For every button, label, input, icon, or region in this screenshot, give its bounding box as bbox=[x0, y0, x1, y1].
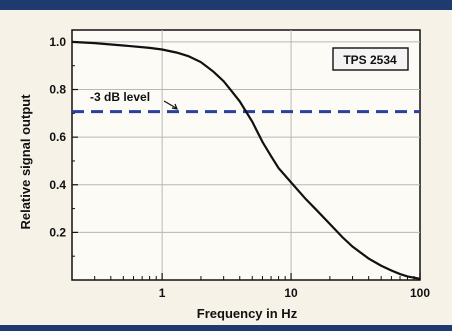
legend-label: TPS 2534 bbox=[343, 53, 397, 67]
y-tick-label: 0.4 bbox=[49, 178, 66, 192]
y-tick-label: 0.2 bbox=[49, 225, 66, 239]
grid bbox=[72, 30, 420, 280]
y-axis-label: Relative signal output bbox=[18, 94, 33, 230]
x-axis-ticks: 1 10 100 bbox=[71, 273, 430, 300]
y-tick-label: 1.0 bbox=[49, 35, 66, 49]
threshold-arrowhead bbox=[171, 103, 178, 110]
x-tick-label: 1 bbox=[159, 286, 166, 300]
top-border bbox=[0, 0, 452, 10]
threshold-arrow bbox=[163, 100, 177, 109]
threshold-label: -3 dB level bbox=[90, 90, 150, 104]
legend-box bbox=[332, 47, 409, 71]
plot-area bbox=[71, 29, 421, 281]
x-tick-label: 10 bbox=[284, 286, 298, 300]
series-line bbox=[71, 40, 421, 280]
y-tick-label: 0.6 bbox=[49, 130, 66, 144]
bottom-border bbox=[0, 325, 452, 331]
x-axis-label: Frequency in Hz bbox=[197, 306, 298, 321]
y-tick-label: 0.8 bbox=[49, 83, 66, 97]
x-tick-label: 100 bbox=[410, 286, 430, 300]
